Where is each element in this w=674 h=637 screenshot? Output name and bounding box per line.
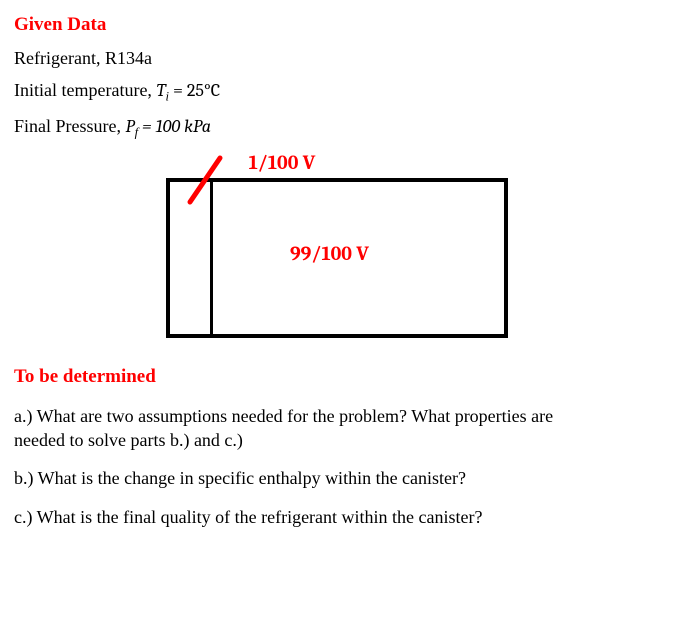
canister-diagram: 1/100 V 99/100 V <box>14 149 660 338</box>
diagram-inner-label: 99/100 V <box>290 240 369 267</box>
initial-temperature-line: Initial temperature, Ti = 25°C <box>14 78 660 106</box>
question-a: a.) What are two assumptions needed for … <box>14 404 574 453</box>
refrigerant-line: Refrigerant, R134a <box>14 46 660 70</box>
canister-divider <box>170 182 213 334</box>
diagram-top-label: 1/100 V <box>249 149 316 176</box>
to-be-determined-heading: To be determined <box>14 364 660 390</box>
given-data-heading: Given Data <box>14 12 660 38</box>
temp-var: T <box>156 80 165 101</box>
press-prefix: Final Pressure, <box>14 116 126 136</box>
question-c: c.) What is the final quality of the ref… <box>14 505 574 529</box>
press-var: P <box>126 116 135 137</box>
canister-box: 99/100 V <box>166 178 508 338</box>
temp-eq: = 25°C <box>169 80 220 101</box>
press-eq: = 100 kPa <box>138 116 211 137</box>
final-pressure-line: Final Pressure, Pf = 100 kPa <box>14 114 660 142</box>
temp-prefix: Initial temperature, <box>14 80 156 100</box>
question-b: b.) What is the change in specific entha… <box>14 466 574 490</box>
